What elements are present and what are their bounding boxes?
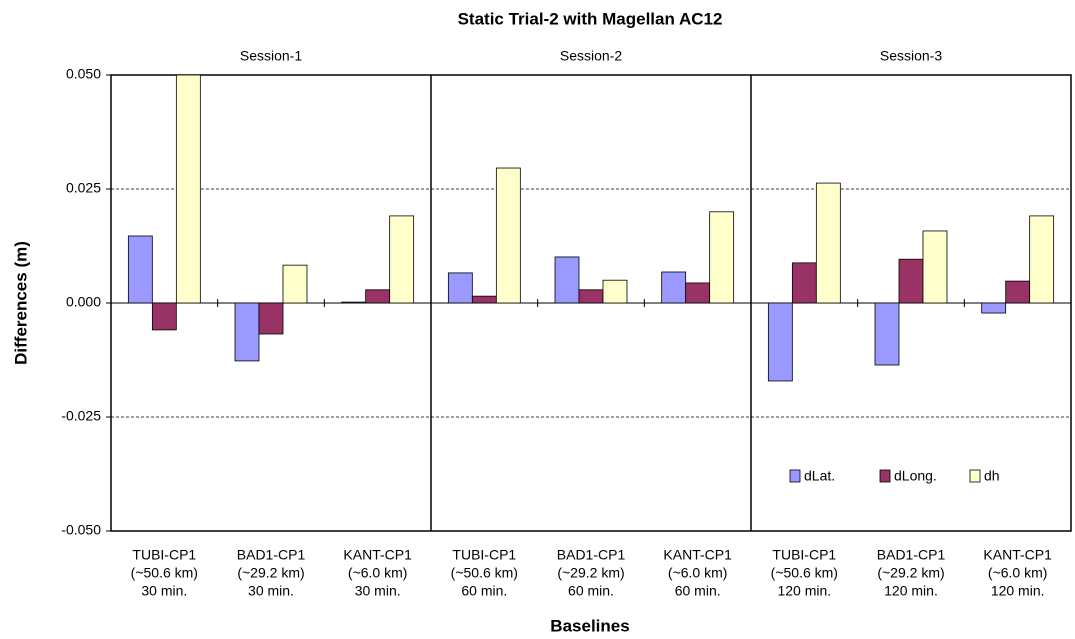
y-axis-label: Differences (m) <box>11 241 30 365</box>
x-tick-label: TUBI-CP1 <box>452 547 516 563</box>
x-tick-label: 120 min. <box>884 583 938 599</box>
x-tick-label: TUBI-CP1 <box>132 547 196 563</box>
bar <box>578 289 604 304</box>
x-tick-label: 60 min. <box>675 583 721 599</box>
session-label: Session-3 <box>880 48 942 64</box>
y-tick-label: 0.000 <box>66 294 101 310</box>
bar <box>874 302 900 366</box>
bar <box>685 282 711 304</box>
session-label: Session-1 <box>240 48 302 64</box>
bar <box>1029 215 1055 304</box>
x-tick-label: 30 min. <box>141 583 187 599</box>
session-label: Session-2 <box>560 48 622 64</box>
x-tick-label: (~29.2 km) <box>877 565 944 581</box>
x-tick-label: TUBI-CP1 <box>772 547 836 563</box>
x-tick-label: (~29.2 km) <box>557 565 624 581</box>
x-tick-label: 30 min. <box>355 583 401 599</box>
x-tick-label: 60 min. <box>461 583 507 599</box>
x-tick-label: 120 min. <box>777 583 831 599</box>
x-tick-label: (~6.0 km) <box>668 565 728 581</box>
x-tick-label: BAD1-CP1 <box>877 547 946 563</box>
y-tick-label: 0.050 <box>66 66 101 82</box>
x-tick-label: 120 min. <box>991 583 1045 599</box>
bar <box>471 295 497 304</box>
legend-swatch <box>969 469 981 483</box>
bar <box>258 302 284 335</box>
bar <box>234 302 260 362</box>
chart-title: Static Trial-2 with Magellan AC12 <box>458 9 723 28</box>
bar <box>815 182 841 304</box>
bar <box>898 258 924 304</box>
x-tick-label: KANT-CP1 <box>983 547 1052 563</box>
x-tick-label: (~29.2 km) <box>237 565 304 581</box>
x-tick-label: BAD1-CP1 <box>237 547 306 563</box>
bar <box>981 302 1007 314</box>
x-tick-label: (~6.0 km) <box>988 565 1048 581</box>
x-tick-label: (~6.0 km) <box>348 565 408 581</box>
x-tick-label: KANT-CP1 <box>343 547 412 563</box>
x-tick-label: (~50.6 km) <box>131 565 198 581</box>
bar <box>1005 280 1031 304</box>
y-tick-label: -0.025 <box>61 408 101 424</box>
legend-swatch <box>789 469 801 483</box>
bar <box>389 215 415 304</box>
bar <box>495 167 521 304</box>
bar <box>151 302 177 331</box>
legend-swatch <box>879 469 891 483</box>
bar <box>602 279 628 304</box>
bar <box>922 230 948 304</box>
x-tick-label: (~50.6 km) <box>771 565 838 581</box>
bar <box>709 211 735 304</box>
x-tick-label: KANT-CP1 <box>663 547 732 563</box>
x-tick-label: (~50.6 km) <box>451 565 518 581</box>
x-tick-label: BAD1-CP1 <box>557 547 626 563</box>
x-tick-label: 60 min. <box>568 583 614 599</box>
bar <box>661 271 687 304</box>
bar <box>767 302 793 382</box>
legend-label: dLong. <box>894 468 937 484</box>
bar <box>282 264 308 304</box>
bar <box>554 256 580 304</box>
x-tick-label: 30 min. <box>248 583 294 599</box>
bar <box>791 262 817 304</box>
bar <box>127 235 153 304</box>
y-tick-label: 0.025 <box>66 180 101 196</box>
y-tick-label: -0.050 <box>61 522 101 538</box>
bar <box>341 301 367 304</box>
legend-label: dh <box>984 468 1000 484</box>
bar <box>365 289 391 304</box>
bar <box>447 272 473 304</box>
bar <box>175 74 201 304</box>
legend-label: dLat. <box>804 468 835 484</box>
x-axis-label: Baselines <box>550 616 629 635</box>
